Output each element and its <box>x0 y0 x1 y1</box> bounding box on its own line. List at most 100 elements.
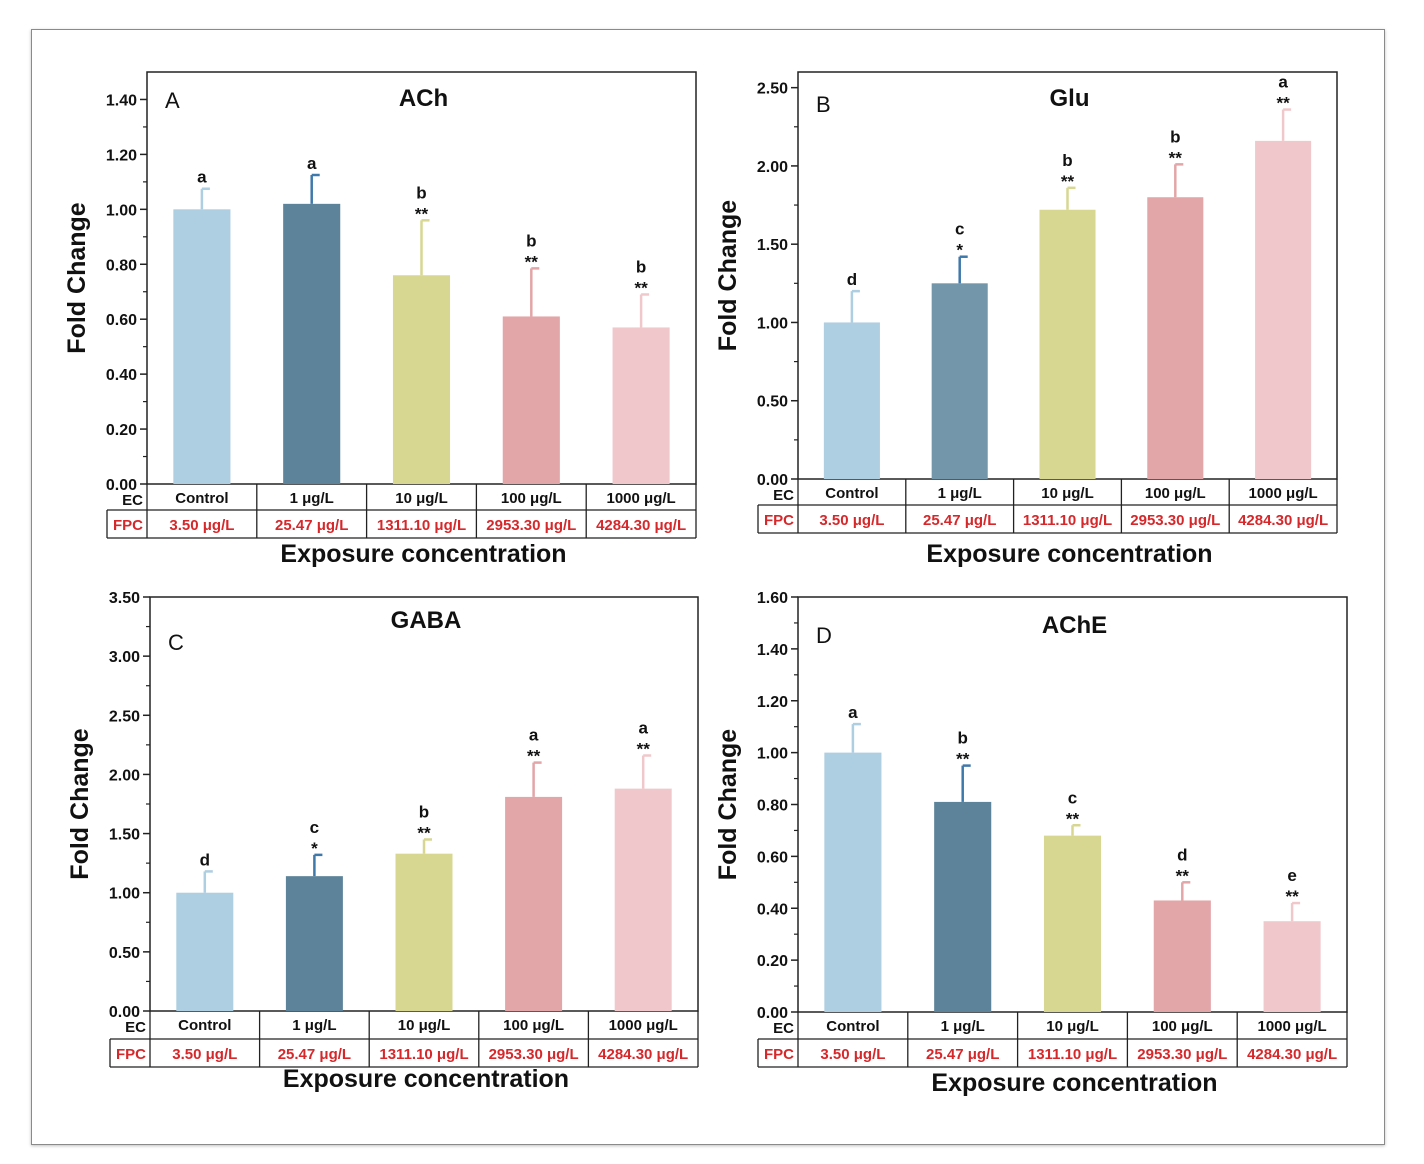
bar <box>612 327 670 484</box>
group-letter: b <box>526 231 536 250</box>
significance-stars: ** <box>1276 94 1290 113</box>
panel-b: 0.00 0.50 1.00 1.50 2.00 2.50 Fold Change B Glu d… <box>714 71 1338 568</box>
ec-row-label: EC <box>122 492 143 509</box>
y-tick-label: 0.60 <box>757 849 788 866</box>
ec-category-label: 1000 μg/L <box>1257 1018 1326 1035</box>
bar <box>1255 140 1312 479</box>
group-letter: c <box>310 818 319 837</box>
bar <box>173 209 231 485</box>
ec-row-label: EC <box>773 487 794 504</box>
significance-stars: ** <box>637 740 651 759</box>
ec-category-label: 100 μg/L <box>503 1017 564 1034</box>
y-tick-label: 1.00 <box>757 746 788 763</box>
significance-stars: ** <box>1176 866 1190 885</box>
bar <box>824 752 882 1012</box>
significance-stars: ** <box>1285 887 1299 906</box>
figure-canvas: 0.00 0.20 0.40 0.60 0.80 1.00 1.20 1.40 Fold Cha… <box>63 71 1348 1097</box>
fpc-category-label: 4284.30 μg/L <box>596 517 686 534</box>
y-axis-label: Fold Change <box>66 728 94 879</box>
fpc-row-label: FPC <box>116 1046 146 1063</box>
bar <box>1263 921 1321 1012</box>
group-letter: c <box>1068 788 1077 807</box>
y-tick-label: 0.00 <box>109 1004 140 1021</box>
group-letter: a <box>638 719 648 738</box>
bar <box>1039 209 1096 479</box>
ec-category-label: 1 μg/L <box>941 1018 985 1035</box>
y-tick-label: 1.40 <box>757 642 788 659</box>
group-letter: a <box>529 726 539 745</box>
bar <box>614 788 672 1011</box>
bar <box>395 853 453 1011</box>
ec-category-label: Control <box>178 1017 231 1034</box>
significance-stars: ** <box>1061 172 1075 191</box>
y-tick-label: 0.50 <box>757 394 788 411</box>
group-letter: d <box>1177 845 1187 864</box>
x-axis-label: Exposure concentration <box>926 540 1212 568</box>
panel-d: 0.00 0.20 0.40 0.60 0.80 1.00 1.20 1.40 1.60 Fold… <box>714 590 1348 1097</box>
y-tick-label: 1.60 <box>757 590 788 607</box>
significance-stars: ** <box>1169 148 1183 167</box>
ec-category-label: 10 μg/L <box>398 1017 451 1034</box>
y-tick-label: 2.50 <box>757 81 788 98</box>
ec-category-label: 1 μg/L <box>290 490 334 507</box>
panel-a: 0.00 0.20 0.40 0.60 0.80 1.00 1.20 1.40 Fold Cha… <box>63 71 697 568</box>
y-tick-label: 3.00 <box>109 649 140 666</box>
ec-category-label: Control <box>826 1018 879 1035</box>
fpc-category-label: 1311.10 μg/L <box>377 517 466 534</box>
figure-frame: 0.00 0.20 0.40 0.60 0.80 1.00 1.20 1.40 Fold Cha… <box>31 29 1385 1145</box>
significance-stars: ** <box>417 823 431 842</box>
chart-title: GABA <box>391 607 462 634</box>
y-tick-label: 1.40 <box>106 92 137 109</box>
fpc-category-label: 2953.30 μg/L <box>489 1046 579 1063</box>
group-letter: a <box>848 703 858 722</box>
fpc-row-label: FPC <box>764 1046 794 1063</box>
group-letter: a <box>197 168 207 187</box>
group-letter: b <box>1062 151 1072 170</box>
panel-letter: D <box>816 623 832 648</box>
fpc-category-label: 3.50 μg/L <box>172 1046 237 1063</box>
fpc-category-label: 4284.30 μg/L <box>1238 512 1328 529</box>
ec-category-label: Control <box>175 490 228 507</box>
bar <box>1043 835 1102 1012</box>
significance-stars: ** <box>415 204 429 223</box>
fpc-category-label: 2953.30 μg/L <box>1130 512 1220 529</box>
chart-title: AChE <box>1042 612 1107 639</box>
y-axis-label: Fold Change <box>714 200 742 351</box>
x-axis-label: Exposure concentration <box>931 1069 1217 1097</box>
ec-category-label: 1 μg/L <box>292 1017 336 1034</box>
group-letter: e <box>1287 866 1296 885</box>
significance-stars: ** <box>1066 809 1080 828</box>
ec-row-label: EC <box>773 1020 794 1037</box>
y-tick-label: 2.00 <box>109 767 140 784</box>
group-letter: d <box>847 270 857 289</box>
ec-category-label: 10 μg/L <box>1046 1018 1099 1035</box>
y-tick-label: 0.00 <box>106 477 137 494</box>
ec-category-label: 1000 μg/L <box>609 1017 678 1034</box>
fpc-category-label: 25.47 μg/L <box>926 1046 999 1063</box>
fpc-category-label: 3.50 μg/L <box>820 1046 885 1063</box>
panel-letter: A <box>165 88 180 113</box>
fpc-category-label: 1311.10 μg/L <box>1023 512 1112 529</box>
y-axis-label: Fold Change <box>714 729 742 880</box>
y-tick-label: 1.50 <box>757 237 788 254</box>
bar <box>392 275 451 484</box>
significance-stars: ** <box>525 252 539 271</box>
ec-category-label: 10 μg/L <box>395 490 448 507</box>
fpc-category-label: 4284.30 μg/L <box>1247 1046 1337 1063</box>
significance-stars: * <box>956 241 963 260</box>
bar <box>285 876 343 1011</box>
y-tick-label: 1.00 <box>106 202 137 219</box>
ec-category-label: 100 μg/L <box>501 490 562 507</box>
significance-stars: ** <box>956 750 970 769</box>
fpc-category-label: 25.47 μg/L <box>275 517 348 534</box>
y-axis-label: Fold Change <box>63 202 91 353</box>
group-letter: b <box>958 729 968 748</box>
bar <box>1153 900 1211 1012</box>
bar <box>505 796 563 1011</box>
x-axis-label: Exposure concentration <box>283 1065 569 1093</box>
ec-category-label: 100 μg/L <box>1152 1018 1213 1035</box>
y-tick-label: 0.40 <box>757 901 788 918</box>
group-letter: a <box>1278 73 1288 92</box>
y-tick-label: 1.20 <box>757 694 788 711</box>
significance-stars: ** <box>634 278 648 297</box>
